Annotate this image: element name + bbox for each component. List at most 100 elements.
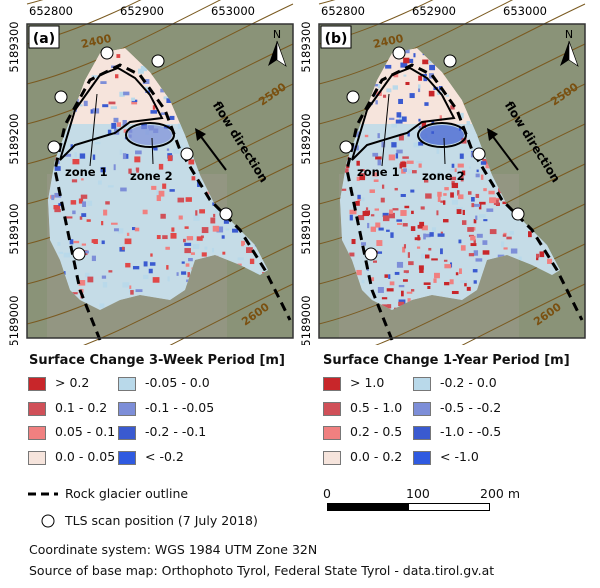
positive-change-cell	[65, 216, 73, 219]
positive-change-cell	[444, 264, 452, 269]
negative-change-cell	[64, 153, 72, 157]
rock-glacier-outline	[345, 63, 584, 341]
positive-change-cell	[81, 243, 87, 246]
tls-scan-position	[443, 54, 457, 68]
negative-change-cell	[144, 86, 149, 92]
positive-change-cell	[167, 155, 173, 162]
positive-change-cell	[196, 236, 203, 241]
x-tick-label: 652800	[321, 4, 365, 18]
negative-change-cell	[100, 167, 106, 173]
negative-change-cell	[377, 84, 381, 89]
negative-change-cell	[137, 68, 144, 74]
north-arrow-icon-half	[276, 40, 287, 67]
positive-change-cell	[451, 290, 459, 295]
zone-1-outline	[59, 66, 164, 161]
positive-change-cell	[422, 59, 429, 65]
positive-change-cell	[72, 158, 80, 165]
negative-change-cell	[160, 112, 167, 115]
y-tick-label: 5189100	[299, 203, 313, 254]
positive-change-cell	[201, 252, 207, 257]
positive-change-cell	[73, 240, 80, 244]
positive-change-cell	[437, 191, 442, 197]
positive-change-cell	[195, 210, 198, 216]
negative-change-cell	[401, 116, 407, 122]
negative-change-cell	[403, 48, 410, 54]
positive-change-cell	[440, 200, 446, 203]
positive-change-cell	[170, 233, 177, 239]
negative-change-cell	[63, 252, 71, 258]
positive-change-cell	[186, 236, 194, 241]
negative-change-cell	[91, 255, 96, 262]
positive-change-cell	[456, 209, 462, 214]
positive-change-cell	[398, 301, 405, 307]
positive-change-cell	[394, 187, 398, 191]
positive-change-cell	[400, 161, 407, 168]
tls-scan-position	[472, 147, 486, 161]
positive-change-cell	[116, 122, 121, 127]
legend-swatch	[118, 377, 136, 391]
positive-change-cell	[152, 277, 160, 283]
positive-change-cell	[418, 75, 423, 81]
negative-change-cell	[407, 132, 410, 137]
negative-change-cell	[148, 268, 153, 274]
negative-change-cell	[391, 123, 398, 128]
positive-change-cell	[434, 272, 440, 279]
north-label: N	[565, 28, 573, 41]
positive-change-cell	[406, 160, 414, 164]
positive-change-cell	[479, 201, 486, 205]
zone-1-leader	[381, 93, 390, 167]
panel-label-box	[320, 25, 352, 49]
positive-change-cell	[437, 196, 441, 202]
negative-change-cell	[132, 266, 140, 270]
positive-change-cell	[482, 250, 490, 255]
positive-change-cell	[375, 156, 382, 160]
legend-label: 0.0 - 0.05	[55, 448, 116, 464]
positive-change-cell	[241, 240, 244, 247]
positive-change-cell	[423, 179, 429, 183]
positive-change-cell	[365, 207, 369, 211]
positive-change-cell	[70, 200, 77, 205]
crs-text: Coordinate system: WGS 1984 UTM Zone 32N	[29, 542, 318, 557]
negative-change-cell	[166, 98, 172, 103]
negative-change-cell	[418, 88, 421, 93]
negative-change-cell	[429, 232, 434, 237]
positive-change-cell	[184, 226, 189, 229]
y-tick-label: 5189300	[299, 21, 313, 72]
negative-change-cell	[83, 100, 88, 107]
positive-change-cell	[480, 174, 484, 180]
source-text: Source of base map: Orthophoto Tyrol, Fe…	[29, 563, 495, 578]
positive-change-cell	[382, 215, 390, 222]
positive-change-cell	[451, 182, 459, 189]
positive-change-cell	[483, 188, 487, 192]
negative-change-cell	[431, 120, 435, 125]
negative-change-cell	[458, 127, 462, 131]
negative-change-cell	[456, 206, 463, 211]
negative-change-cell	[156, 190, 159, 196]
positive-change-cell	[411, 210, 414, 215]
negative-change-cell	[223, 218, 229, 224]
negative-change-cell	[361, 279, 365, 284]
negative-change-cell	[167, 276, 170, 282]
positive-change-cell	[356, 160, 360, 166]
negative-change-cell	[377, 287, 384, 293]
positive-change-cell	[166, 265, 169, 270]
positive-change-cell	[162, 183, 167, 189]
negative-change-cell	[367, 222, 370, 229]
positive-change-cell	[528, 231, 532, 238]
negative-change-cell	[184, 242, 192, 246]
positive-change-cell	[381, 297, 388, 300]
tls-label: TLS scan position (7 July 2018)	[65, 513, 258, 528]
negative-change-cell	[406, 58, 414, 63]
positive-change-cell	[126, 232, 130, 236]
negative-change-cell	[518, 256, 522, 263]
legend-title-3week: Surface Change 3-Week Period [m]	[29, 353, 285, 368]
negative-change-cell	[169, 115, 175, 120]
positive-change-cell	[178, 215, 183, 220]
positive-change-cell	[369, 189, 375, 193]
negative-change-cell	[429, 64, 436, 71]
flow-arrow-head-icon	[487, 128, 498, 141]
positive-change-cell	[346, 156, 350, 160]
positive-change-cell	[428, 247, 432, 251]
y-tick-label: 5189200	[299, 113, 313, 164]
